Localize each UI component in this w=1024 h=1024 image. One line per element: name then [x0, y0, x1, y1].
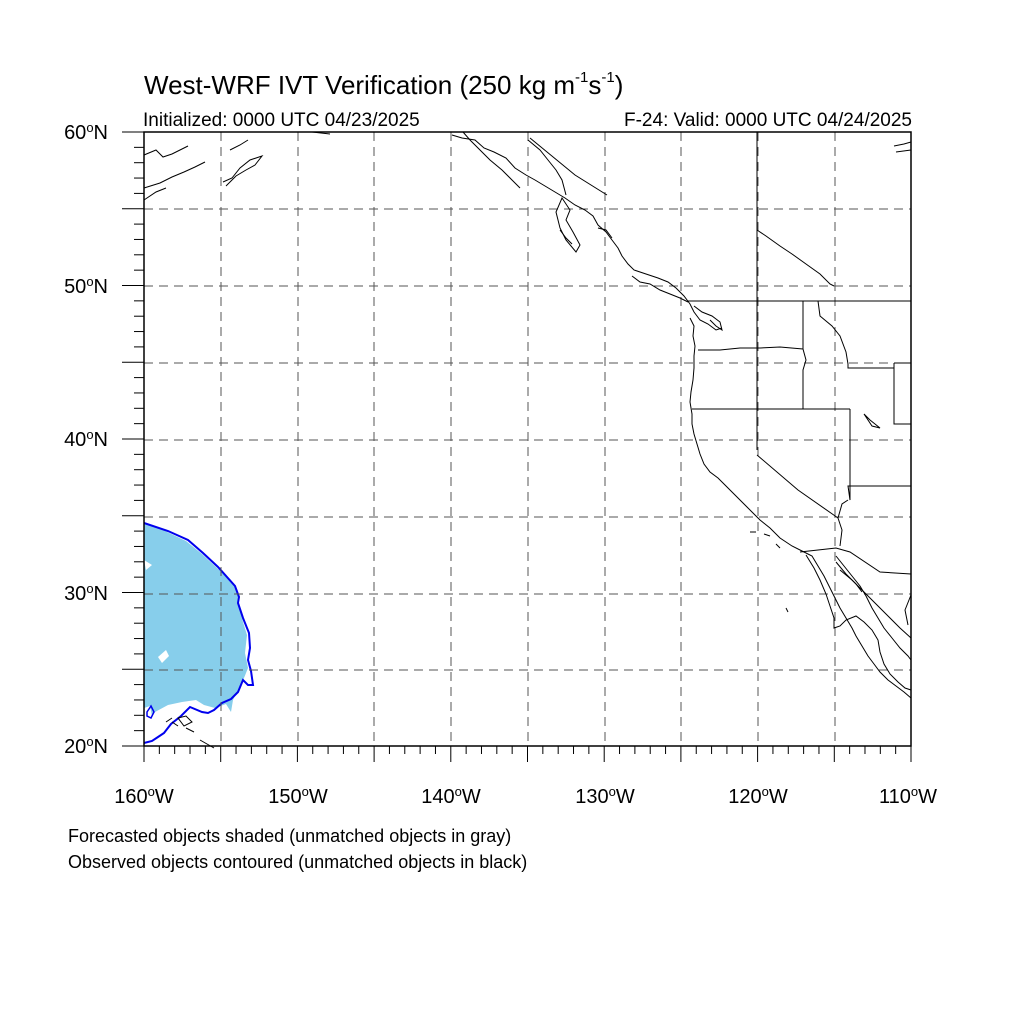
forecast-legend-note: Forecasted objects shaded (unmatched obj…	[68, 826, 512, 846]
observed-object-contour	[146, 704, 155, 720]
observed-legend-note: Observed objects contoured (unmatched ob…	[68, 852, 528, 872]
lon-label-160w: 160oW	[114, 784, 174, 808]
observed-object-contour	[143, 522, 255, 744]
lon-label-120w: 120oW	[728, 784, 788, 808]
lon-label-130w: 130oW	[575, 784, 635, 808]
forecast-object	[144, 524, 248, 716]
initialized-time: Initialized: 0000 UTC 04/23/2025	[143, 110, 420, 131]
chart-title: West-WRF IVT Verification (250 kg m-1s-1…	[144, 69, 624, 100]
lon-label-150w: 150oW	[268, 784, 328, 808]
lat-label-40: 40oN	[64, 427, 108, 451]
valid-time: F-24: Valid: 0000 UTC 04/24/2025	[624, 110, 912, 131]
lat-label-50: 50oN	[64, 274, 108, 298]
coastlines	[143, 131, 912, 749]
forecast-gap	[158, 650, 169, 663]
lat-label-20: 20oN	[64, 734, 108, 758]
lat-label-30: 30oN	[64, 581, 108, 605]
axis-ticks	[122, 131, 912, 762]
lon-label-110w: 110oW	[878, 784, 938, 808]
graticule	[144, 132, 911, 746]
forecast-gap	[144, 560, 152, 570]
lat-label-60: 60oN	[64, 120, 108, 144]
lon-label-140w: 140oW	[421, 784, 481, 808]
